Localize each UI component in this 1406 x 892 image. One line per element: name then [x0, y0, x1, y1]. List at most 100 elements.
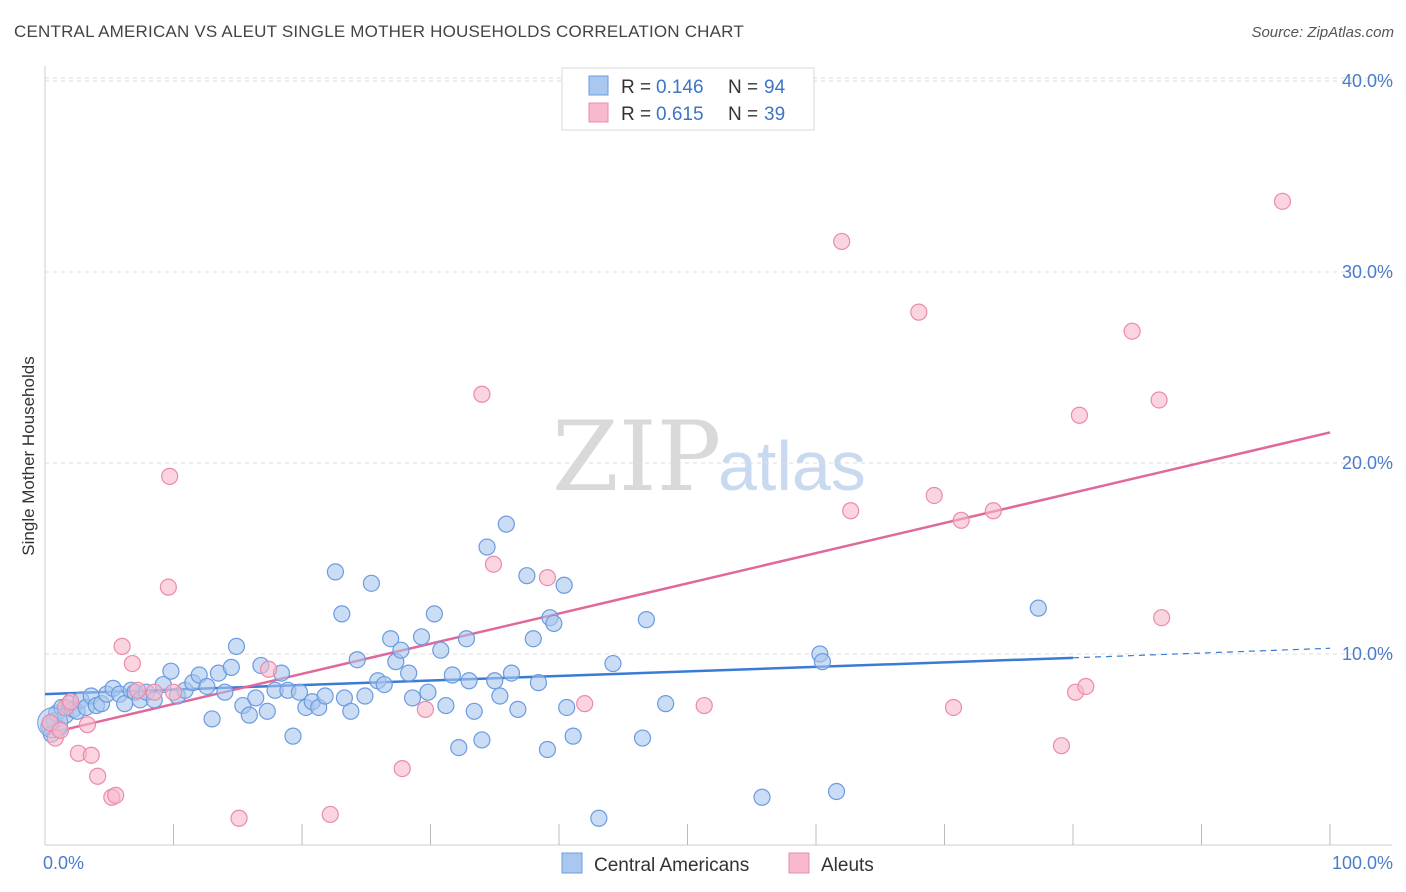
central-american-point-45	[290, 683, 309, 701]
aleut-point-8	[89, 767, 107, 785]
central-american-point-61	[392, 641, 410, 659]
aleut-point-19	[259, 660, 278, 678]
aleut-point-33	[952, 511, 970, 529]
legend-r-value-1: 0.146	[656, 77, 704, 98]
legend-r-label-2: R =	[621, 104, 651, 125]
aleut-point-12	[123, 654, 141, 673]
central-american-point-59	[382, 630, 400, 648]
central-american-point-72	[460, 672, 478, 690]
central-american-point-67	[432, 641, 450, 659]
central-american-point-98	[827, 782, 846, 801]
central-american-point-35	[227, 637, 246, 655]
central-american-point-73	[465, 702, 483, 720]
legend-swatch-pink	[588, 102, 609, 123]
central-american-point-33	[216, 683, 234, 701]
watermark-atlas: atlas	[718, 427, 866, 505]
aleut-point-17	[164, 683, 183, 701]
central-american-point-91	[604, 654, 622, 673]
y-tick-label-40: 40.0%	[1342, 71, 1393, 91]
central-american-point-54	[348, 651, 366, 669]
aleut-point-2	[51, 721, 70, 740]
central-american-point-53	[342, 702, 360, 720]
legend-n-label-2: N =	[728, 104, 758, 125]
aleut-point-11	[113, 637, 131, 655]
aleut-point-24	[484, 555, 503, 573]
aleuts-trend-line	[44, 431, 1331, 736]
central-american-point-38	[247, 689, 265, 707]
aleut-point-32	[944, 698, 963, 717]
central-american-point-40	[258, 702, 276, 720]
central-american-point-66	[425, 605, 443, 623]
y-tick-label-30: 30.0%	[1342, 262, 1393, 282]
legend-swatch-blue	[588, 75, 609, 96]
central-american-point-97	[813, 653, 832, 671]
aleut-point-14	[145, 683, 163, 701]
aleut-point-6	[78, 716, 97, 734]
legend-r-label-1: R =	[621, 77, 651, 98]
aleut-point-42	[1273, 192, 1292, 210]
central-american-point-71	[457, 630, 476, 648]
aleut-point-20	[321, 805, 339, 824]
central-american-point-92	[633, 729, 652, 747]
aleut-point-22	[416, 700, 434, 718]
central-american-point-78	[497, 515, 515, 533]
chart-title: CENTRAL AMERICAN VS ALEUT SINGLE MOTHER …	[14, 22, 744, 41]
watermark-zip: ZIP	[552, 401, 721, 513]
central-americans-trend-extension	[1072, 647, 1331, 659]
tick-labels: 10.0% 20.0% 30.0% 40.0% 0.0% 100.0%	[43, 71, 1393, 873]
aleut-point-27	[695, 696, 713, 715]
trend-lines	[44, 431, 1331, 736]
aleut-point-38	[1077, 677, 1095, 696]
central-american-point-50	[326, 563, 345, 581]
aleut-point-10	[107, 786, 125, 804]
central-american-point-65	[419, 683, 437, 701]
central-american-point-75	[478, 538, 496, 556]
central-american-point-70	[450, 738, 468, 757]
central-american-point-77	[491, 687, 509, 705]
central-american-point-64	[412, 628, 431, 646]
central-american-point-68	[437, 696, 455, 715]
legend-n-value-1: 94	[764, 77, 786, 98]
y-axis-label: Single Mother Households	[19, 356, 38, 555]
central-american-point-74	[473, 731, 491, 749]
aleut-point-18	[230, 809, 248, 827]
aleut-point-7	[82, 746, 100, 764]
aleut-point-21	[393, 759, 411, 778]
top-legend: R = 0.146 N = 94 R = 0.615 N = 39	[561, 67, 815, 131]
bottom-legend-label-central-americans: Central Americans	[594, 855, 749, 876]
y-tick-label-10: 10.0%	[1342, 644, 1393, 664]
central-american-point-82	[524, 630, 542, 648]
central-american-point-94	[657, 695, 675, 713]
central-american-point-95	[753, 788, 771, 806]
aleut-point-40	[1150, 391, 1168, 409]
central-americans-trend-line	[44, 656, 1074, 696]
aleut-point-30	[910, 303, 928, 321]
central-american-point-55	[356, 687, 374, 705]
central-american-point-25	[162, 662, 180, 680]
aleut-point-37	[1070, 406, 1089, 424]
bottom-legend-label-aleuts: Aleuts	[821, 855, 874, 876]
legend-n-label-1: N =	[728, 77, 758, 98]
central-american-point-58	[375, 675, 393, 694]
bottom-legend: Central Americans Aleuts	[561, 852, 874, 876]
central-american-point-44	[284, 727, 302, 745]
aleut-point-26	[576, 695, 594, 713]
aleut-point-16	[161, 467, 179, 485]
aleut-point-35	[1052, 737, 1071, 755]
aleut-point-4	[62, 693, 80, 711]
aleut-point-39	[1123, 322, 1141, 340]
central-american-point-84	[538, 740, 557, 759]
central-american-point-79	[502, 664, 521, 682]
central-american-point-34	[222, 658, 240, 676]
central-american-point-89	[564, 727, 582, 745]
legend-r-value-2: 0.615	[656, 104, 704, 125]
aleut-point-29	[842, 502, 860, 520]
central-american-point-99	[1029, 599, 1047, 617]
central-american-point-88	[558, 698, 576, 717]
central-american-point-51	[333, 605, 351, 623]
central-american-point-31	[203, 710, 221, 728]
x-tick-label-min: 0.0%	[43, 853, 84, 873]
bottom-legend-swatch-pink	[788, 852, 810, 874]
aleut-point-34	[984, 502, 1002, 520]
